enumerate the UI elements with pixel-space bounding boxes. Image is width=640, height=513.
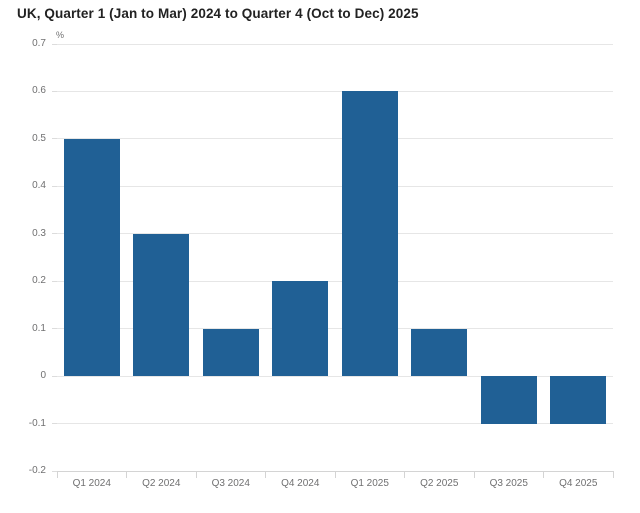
x-tick-mark (195, 471, 197, 478)
x-tick-label: Q3 2024 (211, 478, 250, 489)
y-tick-mark (52, 90, 57, 92)
x-tick-mark (612, 471, 614, 478)
y-tick-mark (52, 185, 57, 187)
y-tick-mark (52, 280, 57, 282)
x-tick-label: Q4 2024 (281, 478, 320, 489)
x-tick-label: Q2 2024 (142, 478, 181, 489)
gridline (57, 185, 613, 187)
x-tick-mark (334, 471, 336, 478)
gridline (57, 138, 613, 140)
bar-q2-2024[interactable] (133, 233, 190, 377)
y-tick-label: 0.5 (32, 132, 46, 144)
bar-q3-2024[interactable] (202, 328, 259, 377)
y-tick-label: 0.6 (32, 85, 46, 97)
gridline (57, 233, 613, 235)
y-tick-mark (52, 423, 57, 425)
gridline (57, 423, 613, 425)
bar-q4-2024[interactable] (272, 281, 329, 377)
y-tick-mark (52, 328, 57, 330)
gridline (57, 328, 613, 330)
bar-q2-2025[interactable] (411, 328, 468, 377)
y-tick-label: 0.2 (32, 275, 46, 287)
y-tick-label: 0 (40, 370, 46, 382)
y-tick-mark (52, 470, 57, 472)
chart-title: UK, Quarter 1 (Jan to Mar) 2024 to Quart… (17, 6, 419, 21)
y-axis-unit-label: % (56, 30, 65, 40)
bar-q4-2025[interactable] (550, 376, 607, 424)
x-tick-label: Q1 2025 (350, 478, 389, 489)
bar-q3-2025[interactable] (480, 376, 537, 424)
y-tick-label: 0.3 (32, 227, 46, 239)
y-tick-label: -0.2 (28, 465, 46, 476)
x-tick-mark (126, 471, 127, 478)
gridline (57, 90, 613, 92)
x-tick-label: Q1 2024 (72, 478, 111, 489)
x-tick-mark (543, 471, 544, 478)
y-tick-mark (52, 233, 57, 235)
x-tick-mark (404, 471, 405, 478)
x-tick-mark (473, 471, 475, 478)
y-tick-label: -0.1 (28, 417, 46, 429)
bar-q1-2024[interactable] (63, 138, 120, 377)
y-tick-label: 0.1 (32, 322, 46, 334)
x-tick-label: Q2 2025 (420, 478, 459, 489)
y-tick-label: 0.4 (32, 180, 46, 192)
gridline (57, 375, 613, 377)
y-tick-mark (52, 375, 57, 377)
x-tick-label: Q3 2025 (489, 478, 528, 489)
plot-area (57, 43, 613, 472)
x-tick-mark (56, 471, 58, 478)
x-tick-label: Q4 2025 (559, 478, 598, 489)
x-tick-mark (265, 471, 266, 478)
gridline (57, 43, 613, 45)
bar-q1-2025[interactable] (341, 91, 398, 377)
y-tick-mark (52, 43, 57, 45)
y-tick-label: 0.7 (32, 38, 46, 49)
y-tick-mark (52, 138, 57, 140)
gridline (57, 280, 613, 282)
